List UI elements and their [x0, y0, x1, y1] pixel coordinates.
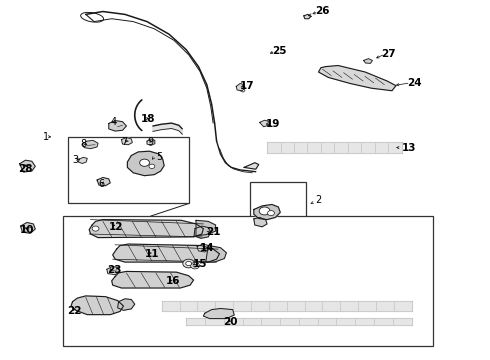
- Polygon shape: [112, 271, 194, 288]
- Polygon shape: [71, 296, 123, 315]
- Circle shape: [140, 159, 149, 166]
- Polygon shape: [20, 160, 35, 172]
- Polygon shape: [97, 177, 110, 186]
- Polygon shape: [89, 220, 203, 238]
- Text: 1: 1: [43, 132, 49, 142]
- Text: 18: 18: [141, 114, 155, 124]
- Text: 22: 22: [68, 306, 82, 316]
- Text: 27: 27: [381, 49, 396, 59]
- Text: 28: 28: [19, 164, 33, 174]
- Text: 7: 7: [122, 137, 128, 147]
- Text: 5: 5: [156, 152, 162, 162]
- Polygon shape: [236, 84, 245, 91]
- Polygon shape: [196, 220, 216, 236]
- Polygon shape: [304, 14, 311, 19]
- Text: 19: 19: [266, 119, 280, 129]
- Text: 13: 13: [402, 143, 416, 153]
- Text: 15: 15: [193, 258, 207, 269]
- Polygon shape: [78, 157, 87, 163]
- Polygon shape: [118, 299, 135, 310]
- Polygon shape: [318, 66, 396, 91]
- Polygon shape: [153, 123, 182, 134]
- Polygon shape: [244, 163, 259, 169]
- Polygon shape: [197, 244, 210, 252]
- Text: 10: 10: [20, 225, 34, 235]
- Polygon shape: [364, 59, 372, 63]
- Polygon shape: [82, 140, 98, 149]
- Polygon shape: [122, 138, 132, 145]
- Text: 9: 9: [147, 137, 153, 147]
- Text: 20: 20: [223, 317, 238, 327]
- Bar: [250, 182, 306, 221]
- Circle shape: [191, 262, 199, 269]
- Polygon shape: [260, 120, 270, 127]
- Circle shape: [193, 264, 197, 267]
- Circle shape: [149, 164, 155, 168]
- Polygon shape: [21, 222, 35, 233]
- Polygon shape: [194, 226, 211, 238]
- Text: 2: 2: [316, 195, 322, 205]
- Circle shape: [268, 211, 274, 216]
- Text: 11: 11: [145, 249, 159, 259]
- Polygon shape: [267, 142, 402, 153]
- Polygon shape: [127, 151, 164, 176]
- Text: 4: 4: [110, 117, 117, 127]
- Polygon shape: [107, 266, 120, 275]
- Polygon shape: [113, 244, 220, 262]
- Circle shape: [183, 259, 195, 268]
- Text: 8: 8: [81, 139, 87, 149]
- Polygon shape: [206, 246, 226, 262]
- Bar: [68, 137, 189, 203]
- Bar: [63, 216, 433, 346]
- Text: 17: 17: [240, 81, 255, 91]
- Polygon shape: [254, 204, 280, 220]
- Text: 26: 26: [315, 6, 330, 16]
- Circle shape: [92, 226, 99, 231]
- Polygon shape: [147, 139, 155, 145]
- Text: 12: 12: [109, 222, 123, 232]
- Text: 3: 3: [73, 155, 78, 165]
- Polygon shape: [254, 217, 267, 227]
- Circle shape: [259, 207, 270, 215]
- Text: 23: 23: [107, 265, 122, 275]
- Polygon shape: [109, 121, 126, 131]
- Circle shape: [186, 261, 192, 266]
- Text: 16: 16: [166, 276, 180, 286]
- Polygon shape: [203, 309, 234, 319]
- Text: 21: 21: [206, 227, 220, 237]
- Polygon shape: [186, 318, 412, 325]
- Text: 24: 24: [407, 78, 421, 88]
- Text: 6: 6: [98, 179, 104, 189]
- Text: 14: 14: [200, 243, 215, 253]
- Polygon shape: [162, 301, 412, 311]
- Text: 25: 25: [272, 46, 287, 56]
